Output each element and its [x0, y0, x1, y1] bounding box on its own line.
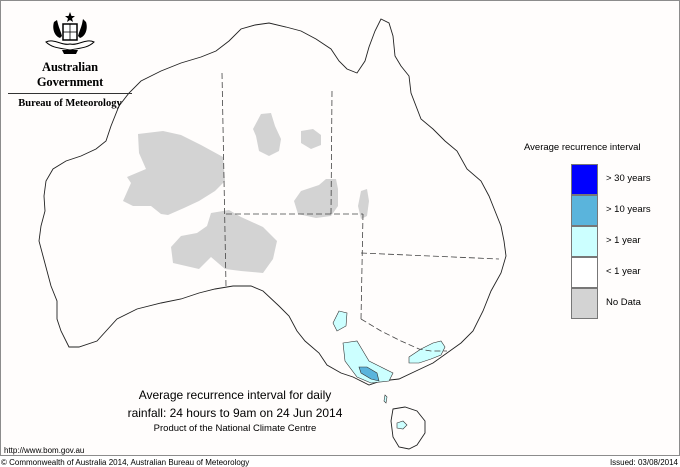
legend-swatch — [571, 226, 598, 257]
legend-item-1-year: > 1 year — [571, 226, 680, 257]
coastline — [38, 18, 507, 386]
legend-title: Average recurrence interval — [524, 142, 641, 153]
coat-of-arms-icon — [45, 12, 95, 54]
bom-url-link[interactable]: http://www.bom.gov.au — [4, 446, 85, 455]
legend-label: > 30 years — [606, 173, 651, 184]
map-caption: Average recurrence interval for daily ra… — [110, 386, 360, 435]
legend-item-no-data: No Data — [571, 288, 680, 319]
legend-item-10-years: > 10 years — [571, 195, 680, 226]
tasmania — [390, 406, 426, 450]
caption-title-line2: rainfall: 24 hours to 9am on 24 Jun 2014 — [127, 406, 343, 420]
legend-label: > 1 year — [606, 235, 641, 246]
legend-swatch — [571, 288, 598, 319]
no-data-regions — [123, 113, 369, 273]
legend-label: > 10 years — [606, 204, 651, 215]
agency-title: Bureau of Meteorology — [18, 98, 122, 109]
legend-label: < 1 year — [606, 266, 641, 277]
caption-product-note: Product of the National Climate Centre — [153, 423, 317, 434]
rain-regions-over-10-years — [358, 366, 380, 382]
legend-item-under-1-year: < 1 year — [571, 257, 680, 288]
caption-title-line1: Average recurrence interval for daily — [138, 388, 332, 402]
state-borders — [221, 72, 500, 352]
legend-swatch — [571, 195, 598, 226]
copyright-text: © Commonwealth of Australia 2014, Austra… — [1, 458, 250, 467]
legend-label: No Data — [606, 297, 641, 308]
government-title: Australian Government — [8, 60, 132, 94]
rain-regions-over-1-year — [332, 310, 446, 430]
map-frame — [0, 0, 680, 456]
legend-item-30-years: > 30 years — [571, 164, 680, 195]
legend-swatch — [571, 257, 598, 288]
logo-block: Australian Government Bureau of Meteorol… — [8, 10, 132, 109]
legend-swatch — [571, 164, 598, 195]
issued-date: Issued: 03/08/2014 — [609, 458, 678, 467]
australia-map — [38, 18, 507, 450]
